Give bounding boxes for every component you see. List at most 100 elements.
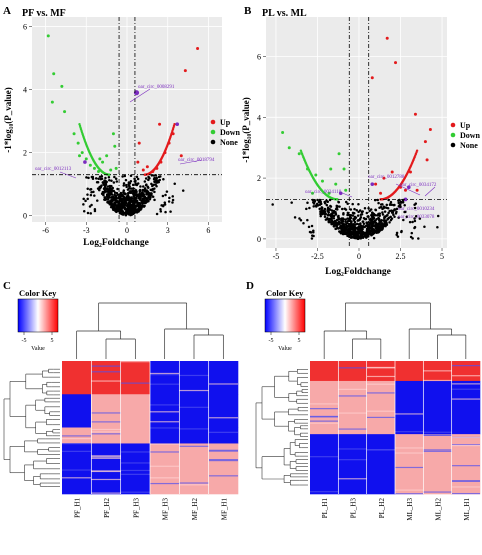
data-point-none xyxy=(298,217,301,220)
data-point-none xyxy=(386,213,389,217)
heatmap-cell xyxy=(91,433,121,435)
data-point-none xyxy=(344,228,347,231)
annotation-leader xyxy=(424,186,436,197)
data-point-none xyxy=(131,183,135,187)
heatmap-cell xyxy=(366,449,395,451)
data-point-none xyxy=(413,219,417,223)
heatmap-cell xyxy=(451,383,480,385)
data-point-none xyxy=(354,216,358,219)
data-point-none xyxy=(346,202,349,206)
data-point-none xyxy=(99,177,103,181)
data-point-none xyxy=(312,229,315,233)
data-point-none xyxy=(116,187,119,191)
data-point-none xyxy=(353,226,357,230)
data-point-none xyxy=(405,215,409,219)
data-point-up xyxy=(136,160,140,164)
data-point-none xyxy=(344,200,348,204)
column-label: PL_H3 xyxy=(350,498,358,519)
color-key-label: Value xyxy=(31,346,45,352)
heatmap-cell xyxy=(366,375,395,378)
data-point-none xyxy=(351,224,354,228)
y-tick-label: 6 xyxy=(257,53,261,62)
heatmap-cell xyxy=(310,403,339,405)
data-point-none xyxy=(351,202,354,206)
heatmap-cell xyxy=(451,388,480,390)
data-point-none xyxy=(171,201,174,204)
data-point-none xyxy=(332,211,335,214)
x-tick-label: -2.5 xyxy=(311,252,324,261)
data-point-down xyxy=(78,123,81,126)
legend-label: Up xyxy=(460,121,471,130)
heatmap-cell xyxy=(150,421,180,423)
x-tick-label: 2.5 xyxy=(396,252,406,261)
data-point-none xyxy=(152,174,156,177)
data-point-none xyxy=(121,175,124,178)
data-point-none xyxy=(158,175,162,178)
data-point-none xyxy=(351,211,355,215)
y-axis-label: -1*log₁₀(P_value) xyxy=(3,87,13,152)
data-point-none xyxy=(271,203,274,206)
data-point-none xyxy=(103,179,106,182)
data-point-none xyxy=(153,180,156,184)
data-point-down xyxy=(334,182,338,186)
y-tick-label: 4 xyxy=(257,113,261,122)
data-point-none xyxy=(398,203,402,207)
data-point-none xyxy=(319,202,323,206)
data-point-down xyxy=(327,191,331,195)
panel-letter: B xyxy=(244,5,252,17)
data-point-none xyxy=(312,205,315,208)
heatmap-cell xyxy=(395,431,424,433)
heatmap-cell xyxy=(423,450,452,452)
data-point-none xyxy=(86,197,89,201)
data-point-down xyxy=(320,179,324,183)
x-tick-label: -5 xyxy=(273,252,280,261)
data-point-down xyxy=(92,166,96,170)
data-point-none xyxy=(395,207,399,211)
annotation-label: oar_circ_0034110 xyxy=(305,190,342,195)
data-point-none xyxy=(103,198,107,201)
data-point-none xyxy=(367,220,371,224)
annotations: oar_circ_0008291 oar_circ_0018794 oar_ci… xyxy=(35,85,215,179)
highlighted-point xyxy=(403,197,408,202)
data-point-none xyxy=(436,214,440,218)
heatmap-cell xyxy=(179,484,209,486)
data-point-none xyxy=(344,220,347,224)
data-point-none xyxy=(376,225,380,229)
data-point-none xyxy=(353,207,356,211)
data-point-none xyxy=(397,216,400,219)
legend-marker-down xyxy=(450,132,456,138)
data-point-none xyxy=(89,212,92,215)
heatmap-cell xyxy=(451,444,480,446)
highlighted-point xyxy=(370,182,375,186)
data-point-none xyxy=(135,183,139,187)
heatmap-cell xyxy=(150,372,180,375)
data-point-none xyxy=(126,195,129,198)
heatmap-cell xyxy=(338,361,367,382)
data-point-down xyxy=(111,132,115,136)
data-point-none xyxy=(122,205,125,208)
data-point-up xyxy=(385,36,389,40)
color-key-tick-label: 5 xyxy=(51,338,54,344)
data-point-none xyxy=(365,221,369,224)
data-point-none xyxy=(347,228,351,232)
data-point-none xyxy=(87,176,90,180)
data-point-none xyxy=(127,205,131,208)
data-point-none xyxy=(337,220,341,224)
data-point-none xyxy=(163,203,167,206)
data-point-none xyxy=(388,221,391,224)
data-point-down xyxy=(337,152,341,156)
heatmap-cell xyxy=(423,491,452,493)
data-point-none xyxy=(137,209,141,212)
heatmap-cell xyxy=(310,416,339,418)
data-point-none xyxy=(122,184,125,187)
data-point-none xyxy=(316,198,319,202)
data-point-none xyxy=(112,196,116,200)
data-point-none xyxy=(386,217,389,221)
data-point-none xyxy=(115,180,119,183)
data-point-none xyxy=(161,194,165,198)
data-point-up xyxy=(141,168,145,172)
data-point-none xyxy=(310,224,314,228)
data-point-none xyxy=(141,188,145,192)
data-point-none xyxy=(390,209,393,212)
